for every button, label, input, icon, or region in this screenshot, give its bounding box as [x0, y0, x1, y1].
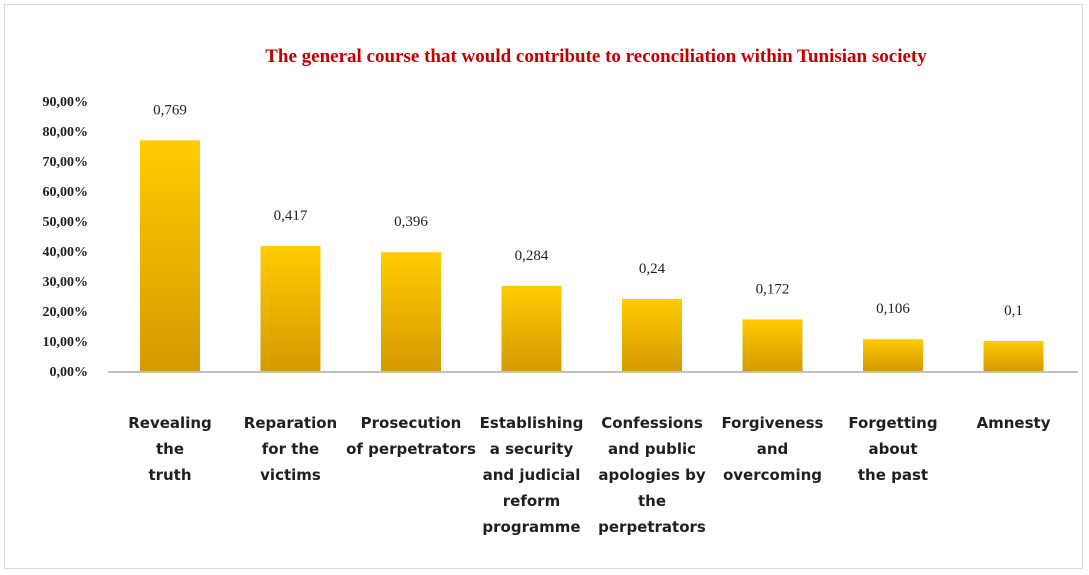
data-label: 0,284	[515, 248, 549, 264]
y-tick-label: 50,00%	[43, 215, 89, 230]
bar	[260, 245, 321, 371]
y-tick-label: 10,00%	[43, 335, 89, 350]
bar	[381, 252, 441, 371]
bar	[140, 140, 200, 371]
data-label: 0,106	[876, 301, 910, 317]
data-labels: 0,769 0,417 0,396 0,284 0,24 0,172 0,106 0,1	[153, 102, 1023, 319]
category-label: Revealing the truth	[128, 414, 212, 484]
y-tick-label: 30,00%	[43, 275, 89, 290]
y-axis: 0,00% 10,00% 20,00% 30,00% 40,00% 50,00% 60,00…	[43, 95, 1078, 380]
bar	[501, 285, 562, 371]
y-tick-label: 40,00%	[43, 245, 89, 260]
bar	[983, 341, 1044, 371]
bar	[742, 319, 803, 371]
category-label: Forgiveness and overcoming	[722, 414, 824, 484]
data-label: 0,769	[153, 102, 187, 118]
y-tick-label: 0,00%	[50, 365, 89, 380]
category-label: Establishing a security and judicial reform…	[480, 414, 584, 536]
y-tick-label: 80,00%	[43, 125, 89, 140]
category-label: Confessions and public apologies by the perp…	[598, 414, 706, 536]
data-label: 0,396	[394, 214, 428, 230]
data-label: 0,1	[1004, 303, 1023, 319]
bar	[622, 299, 682, 371]
data-label: 0,172	[756, 281, 790, 297]
bars	[140, 140, 1044, 371]
y-tick-label: 60,00%	[43, 185, 89, 200]
data-label: 0,417	[274, 208, 308, 224]
category-label: Amnesty	[977, 414, 1051, 432]
category-label: Prosecution of perpetrators	[346, 414, 476, 458]
category-label: Reparation for the victims	[244, 414, 337, 484]
y-tick-label: 20,00%	[43, 305, 89, 320]
y-tick-label: 70,00%	[43, 155, 89, 170]
bar	[863, 339, 923, 371]
y-tick-label: 90,00%	[43, 95, 89, 110]
chart-title: The general course that would contribute…	[265, 46, 927, 67]
x-axis-categories: Revealing the truth Reparation for the victim…	[128, 414, 1050, 536]
category-label: Forgetting about the past	[848, 414, 937, 484]
data-label: 0,24	[639, 261, 666, 277]
